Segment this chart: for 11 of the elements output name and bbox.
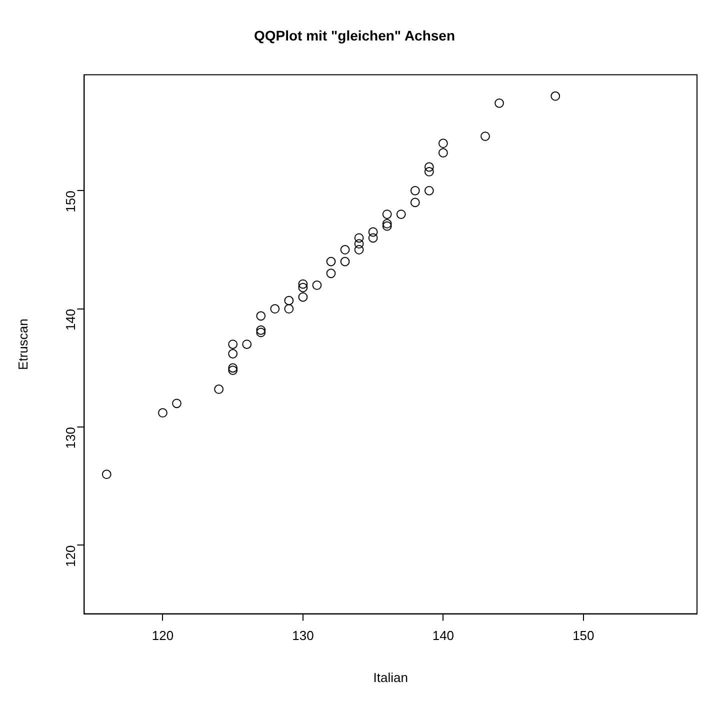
y-tick-label: 130 bbox=[62, 427, 78, 449]
y-tick-label: 140 bbox=[62, 308, 78, 331]
x-tick-label: 140 bbox=[432, 628, 454, 644]
x-axis-title: Italian bbox=[373, 670, 408, 685]
y-axis-title: Etruscan bbox=[15, 318, 30, 370]
x-tick-label: 150 bbox=[572, 628, 594, 644]
y-tick-label: 120 bbox=[62, 545, 78, 567]
x-tick-label: 120 bbox=[152, 628, 174, 644]
x-tick-label: 130 bbox=[292, 628, 314, 644]
chart-title: QQPlot mit "gleichen" Achsen bbox=[254, 27, 456, 44]
y-tick-label: 150 bbox=[62, 190, 78, 212]
